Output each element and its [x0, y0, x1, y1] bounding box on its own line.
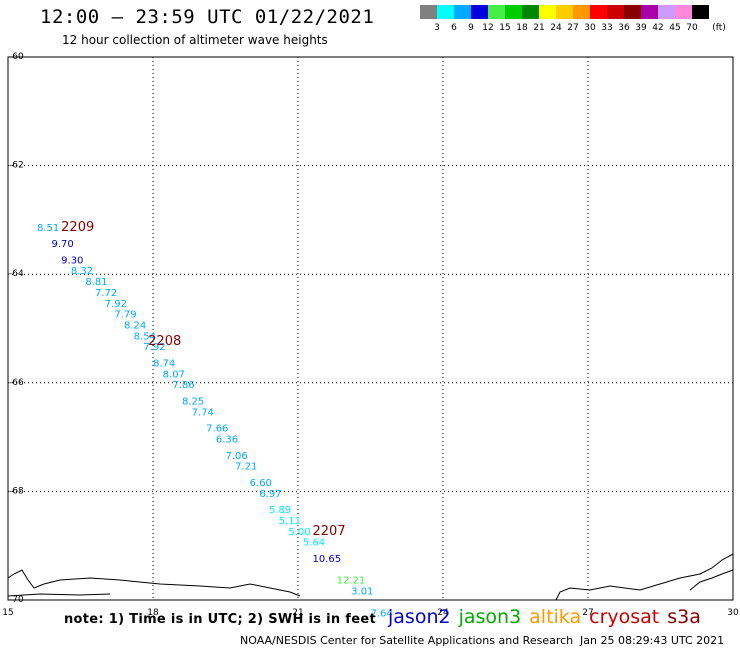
map-title: 12:00 – 23:59 UTC 01/22/2021: [40, 6, 375, 28]
legend-unit: (ft): [712, 23, 726, 33]
legend-swatch: [420, 5, 437, 19]
wave-height-label: 9.70: [52, 239, 74, 250]
wave-height-label: 6.60: [250, 478, 272, 489]
legend-label: 9: [468, 23, 474, 33]
pass-time-label: 2208: [148, 334, 181, 349]
wave-height-label: 7.72: [95, 288, 117, 299]
legend-swatch: [607, 5, 624, 19]
legend-swatch: [590, 5, 607, 19]
wave-height-label: 5.11: [279, 516, 301, 527]
wave-height-label: 8.25: [182, 397, 204, 408]
legend-swatch: [658, 5, 675, 19]
wave-height-label: 5.64: [303, 538, 325, 549]
satellite-name: jason3: [458, 606, 522, 628]
wave-height-label: 8.81: [85, 277, 107, 288]
lon-tick-label: 24: [437, 608, 449, 618]
map-frame: [7, 56, 734, 601]
wave-height-label: 7.64: [371, 608, 393, 619]
wave-height-label: 7.86: [172, 380, 194, 391]
wave-height-label: 8.74: [153, 359, 175, 370]
wave-height-label: 6.97: [259, 489, 281, 500]
satellite-name: altika: [529, 606, 582, 628]
satellite-legend: jason2 jason3 altika cryosat s3a: [388, 606, 709, 628]
wave-height-label: 5.00: [288, 527, 310, 538]
satellite-name: s3a: [667, 606, 701, 628]
legend-swatch: [539, 5, 556, 19]
legend-label: 21: [533, 23, 545, 33]
legend-label: 70: [686, 23, 698, 33]
wave-height-label: 9.30: [61, 255, 83, 266]
wave-height-label: 5.89: [269, 505, 291, 516]
legend-swatch: [624, 5, 641, 19]
legend-label: 18: [516, 23, 528, 33]
legend-label: 15: [499, 23, 511, 33]
legend-swatch: [675, 5, 692, 19]
coastline: [555, 553, 734, 601]
satellite-name: cryosat: [589, 606, 660, 628]
legend-swatch: [556, 5, 573, 19]
legend-label: 36: [618, 23, 630, 33]
satellite-name: jason2: [388, 606, 451, 628]
footer-note: note: 1) Time is in UTC; 2) SWH is in fe…: [64, 612, 376, 627]
legend-label: 6: [451, 23, 457, 33]
generated-timestamp: Jan 25 08:29:43 UTC 2021: [580, 634, 725, 647]
wave-height-label: 12.21: [337, 576, 366, 587]
legend-swatch: [488, 5, 505, 19]
legend-label: 42: [652, 23, 664, 33]
lat-tick-label: -62: [9, 161, 24, 171]
wave-height-label: 7.06: [226, 451, 248, 462]
wave-height-label: 6.36: [216, 435, 238, 446]
legend-swatch: [522, 5, 539, 19]
legend-label: 27: [567, 23, 579, 33]
legend-swatch: [454, 5, 471, 19]
lat-tick-label: -66: [9, 378, 24, 388]
lon-tick-label: 21: [292, 608, 303, 618]
wave-height-label: 7.92: [105, 299, 127, 310]
lon-tick-label: 27: [582, 608, 593, 618]
wave-height-label: 7.21: [235, 462, 257, 473]
map-subtitle: 12 hour collection of altimeter wave hei…: [62, 33, 328, 47]
wave-height-label: 3.01: [351, 587, 373, 598]
pass-time-label: 2207: [313, 524, 346, 539]
legend-swatch: [471, 5, 488, 19]
legend-swatch: [692, 5, 709, 19]
legend-label: 12: [482, 23, 494, 33]
legend-label: 33: [601, 23, 613, 33]
legend-swatch: [573, 5, 590, 19]
lon-tick-label: 18: [147, 608, 159, 618]
legend-swatch: [505, 5, 522, 19]
wave-height-label: 8.07: [163, 369, 185, 380]
wave-height-label: 7.74: [192, 407, 214, 418]
legend-label: 39: [635, 23, 647, 33]
wave-height-label: 7.92: [143, 342, 165, 353]
legend-label: 3: [434, 23, 440, 33]
wave-height-label: 8.24: [124, 321, 146, 332]
lat-tick-label: -60: [9, 52, 24, 62]
wave-height-label: 7.79: [114, 310, 136, 321]
lat-tick-label: -70: [9, 595, 24, 605]
wave-height-label: 8.32: [71, 266, 93, 277]
lon-tick-label: 30: [727, 608, 739, 618]
coastline: [7, 593, 111, 597]
legend-swatch: [437, 5, 454, 19]
lon-tick-label: 15: [2, 608, 13, 618]
lat-tick-label: -64: [9, 269, 24, 279]
legend-label: 30: [584, 23, 596, 33]
wave-height-label: 8.51: [37, 223, 59, 234]
legend-swatch: [641, 5, 658, 19]
wave-height-label: 10.65: [313, 554, 342, 565]
coastline: [7, 569, 301, 597]
wave-height-label: 8.54: [134, 331, 156, 342]
credit-text: NOAA/NESDIS Center for Satellite Applica…: [240, 634, 574, 647]
legend-label: 24: [550, 23, 562, 33]
legend-label: 45: [669, 23, 681, 33]
lat-tick-label: -68: [9, 486, 24, 496]
wave-height-label: 7.66: [206, 424, 228, 435]
pass-time-label: 2209: [61, 220, 94, 235]
coastline: [689, 569, 734, 591]
